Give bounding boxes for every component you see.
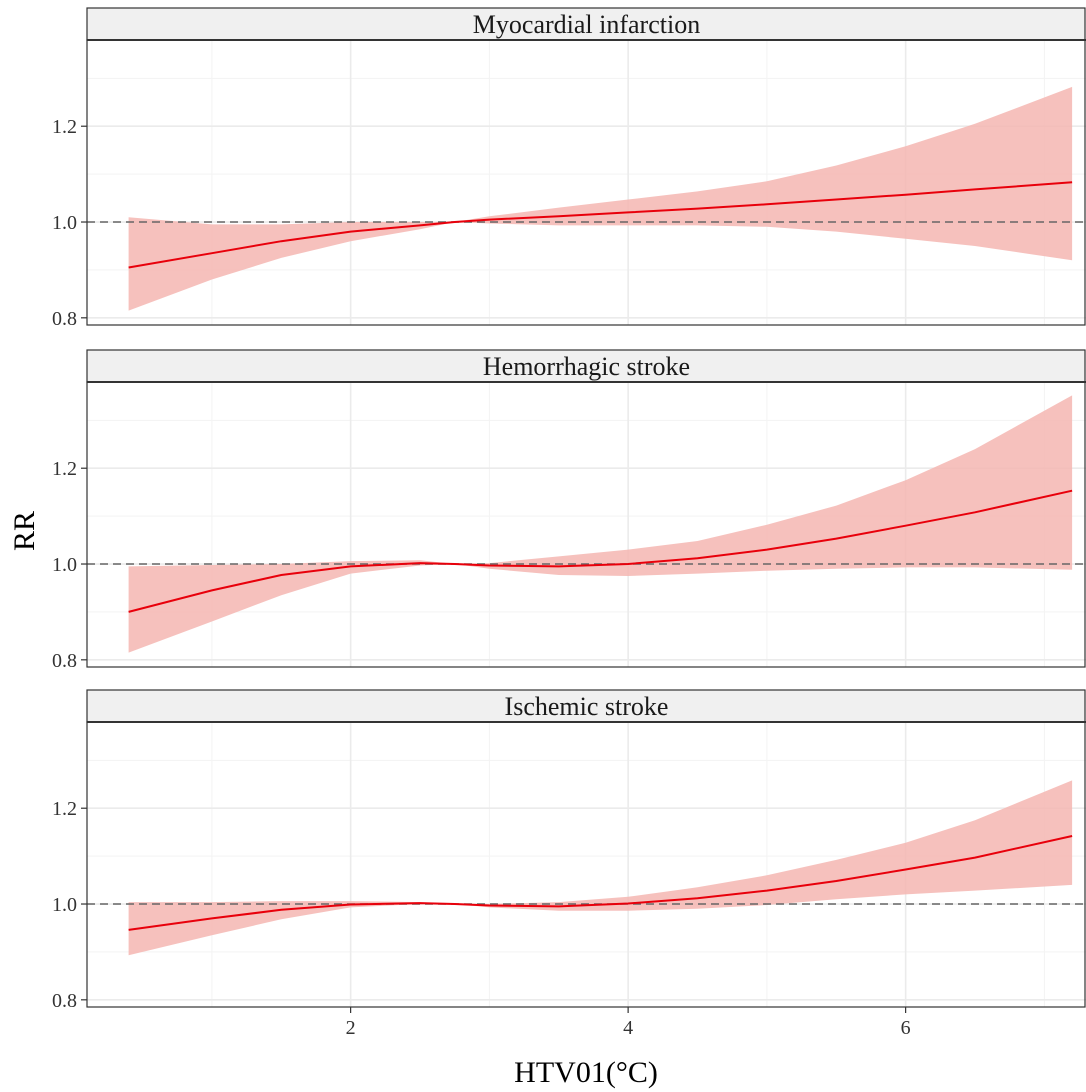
panel: Myocardial infarction 0.8 1.0 1.2 xyxy=(52,7,1086,330)
y-tick-label: 1.0 xyxy=(52,212,77,234)
y-tick-label: 0.8 xyxy=(52,308,77,330)
facet-title: Hemorrhagic stroke xyxy=(483,352,690,381)
y-tick-label: 1.2 xyxy=(52,798,77,820)
rr-line xyxy=(128,489,1073,613)
facet-strip xyxy=(86,689,1086,723)
y-axis-title: RR xyxy=(8,511,41,551)
y-tick-label: 1.2 xyxy=(52,116,77,138)
confidence-band xyxy=(128,86,1073,311)
y-tick-label: 1.0 xyxy=(52,554,77,576)
y-tick-label: 0.8 xyxy=(52,990,77,1012)
confidence-band xyxy=(128,780,1073,956)
confidence-band xyxy=(128,395,1073,653)
x-tick-label: 2 xyxy=(346,1017,356,1039)
facet-title: Ischemic stroke xyxy=(505,692,669,721)
rr-line xyxy=(128,181,1073,269)
y-tick-label: 1.2 xyxy=(52,458,77,480)
facet-title: Myocardial infarction xyxy=(473,10,700,39)
y-tick-label: 0.8 xyxy=(52,650,77,672)
x-tick-label: 4 xyxy=(623,1017,633,1039)
facet-strip xyxy=(86,349,1086,383)
panel: Ischemic stroke 0.8 1.0 1.2 xyxy=(52,689,1086,1012)
facet-strip xyxy=(86,7,1086,41)
rr-line xyxy=(128,835,1073,931)
x-axis-title: HTV01(°C) xyxy=(514,1056,658,1089)
x-axis: 2 4 6 xyxy=(346,1007,911,1039)
panels-layer: Myocardial infarction0.81.01.2Hemorrhagi… xyxy=(52,7,1086,1012)
panel: Hemorrhagic stroke 0.8 1.0 1.2 xyxy=(52,349,1086,672)
y-tick-label: 1.0 xyxy=(52,894,77,916)
x-tick-label: 6 xyxy=(901,1017,911,1039)
